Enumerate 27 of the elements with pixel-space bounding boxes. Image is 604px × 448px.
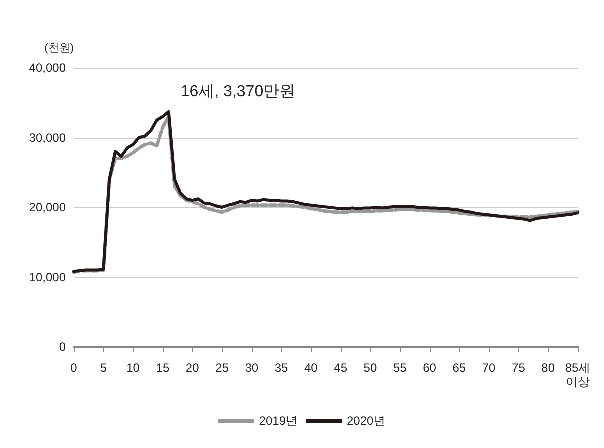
y-tick-label: 40,000	[29, 61, 66, 75]
y-axis-title: (천원)	[44, 42, 74, 54]
legend-label: 2019년	[259, 414, 298, 428]
x-tick-label: 50	[364, 361, 378, 375]
x-tick-label: 60	[423, 361, 437, 375]
y-tick-label: 10,000	[29, 270, 66, 284]
x-tick-label: 40	[304, 361, 318, 375]
x-tick-label: 70	[482, 361, 496, 375]
x-tick-label: 10	[126, 361, 140, 375]
x-tick-label: 45	[334, 361, 348, 375]
y-tick-label: 0	[59, 340, 66, 354]
y-tick-label: 30,000	[29, 130, 66, 145]
legend-label: 2020년	[347, 414, 386, 428]
annotation: 16세, 3,370만원	[180, 83, 296, 100]
x-tick-label: 35	[274, 361, 289, 375]
x-tick-label: 85세 이상	[565, 361, 591, 389]
x-tick-label: 65	[452, 361, 466, 375]
x-tick-label: 0	[70, 361, 78, 375]
x-tick-label: 20	[186, 361, 200, 375]
y-tick-label: 20,000	[29, 200, 66, 214]
x-tick-label: 75	[512, 361, 526, 375]
x-tick-label: 15	[156, 361, 170, 375]
x-tick-label: 25	[216, 361, 230, 375]
x-tick-label: 5	[100, 361, 108, 375]
x-tick-label: 80	[542, 361, 556, 375]
x-tick-label: 55	[393, 361, 408, 375]
x-tick-label: 30	[245, 361, 259, 375]
